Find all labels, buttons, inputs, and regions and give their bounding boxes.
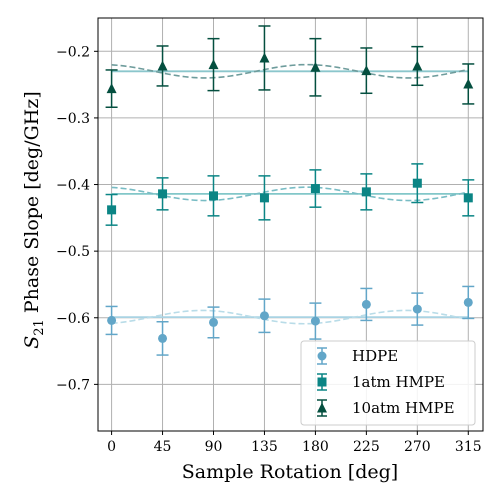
data-point	[310, 316, 320, 326]
data-point	[463, 297, 473, 307]
y-tick-label: −0.6	[56, 311, 90, 327]
series-fit-curve	[111, 63, 469, 79]
legend-entry-1: 1atm HMPE	[317, 373, 445, 391]
y-axis-label-text: Phase Slope [deg/GHz]	[21, 91, 43, 319]
x-tick-label: 270	[404, 439, 431, 455]
data-point	[259, 311, 269, 321]
data-point	[106, 83, 117, 94]
x-tick-label: 180	[302, 439, 329, 455]
data-point	[107, 315, 117, 325]
data-point	[463, 78, 474, 89]
x-axis-label: Sample Rotation [deg]	[182, 461, 398, 483]
series-0	[105, 285, 475, 356]
data-point	[412, 304, 422, 314]
data-point	[361, 299, 371, 309]
data-point	[158, 333, 168, 343]
data-point	[310, 184, 320, 194]
data-point	[361, 65, 372, 76]
data-point	[463, 193, 473, 203]
x-tick-label: 135	[251, 439, 278, 455]
y-axis-label-variable: S	[21, 336, 43, 349]
y-axis-label: S21 Phase Slope [deg/GHz]	[21, 91, 47, 349]
tick-layer: 0 45 90 135 180 225 270 315 −0.7 −0.6 −0.5 −0.4 −0.3…	[56, 44, 482, 455]
legend-marker	[317, 377, 327, 387]
y-tick-label: −0.4	[56, 178, 90, 194]
x-tick-label: 315	[455, 439, 482, 455]
legend-label: HDPE	[352, 347, 398, 365]
legend-marker	[317, 351, 327, 361]
y-tick-label: −0.5	[56, 244, 90, 260]
data-point	[107, 205, 117, 215]
series-fit-curve	[111, 309, 469, 325]
legend-entry-0: HDPE	[317, 347, 398, 365]
x-tick-label: 0	[107, 439, 116, 455]
y-axis-label-subscript: 21	[32, 319, 47, 336]
data-point	[361, 187, 371, 197]
legend: HDPE 1atm HMPE 10atm HMPE	[300, 340, 476, 426]
y-tick-label: −0.7	[56, 377, 90, 393]
data-point	[158, 189, 168, 199]
legend-marker	[317, 402, 327, 413]
y-tick-label: −0.2	[56, 44, 90, 60]
data-point	[208, 59, 219, 70]
legend-label: 1atm HMPE	[352, 373, 445, 391]
x-tick-label: 45	[154, 439, 172, 455]
data-point	[209, 191, 218, 201]
data-point	[157, 60, 168, 71]
y-tick-label: −0.3	[56, 111, 90, 127]
data-point	[209, 317, 218, 327]
legend-label: 10atm HMPE	[352, 399, 455, 417]
series-1	[105, 163, 475, 226]
legend-box	[300, 340, 476, 426]
data-point	[412, 178, 422, 188]
data-point	[310, 61, 321, 72]
plot-frame	[97, 17, 484, 432]
legend-entry-2: 10atm HMPE	[317, 399, 455, 417]
series-fit-curve	[111, 186, 469, 202]
x-tick-label: 90	[205, 439, 223, 455]
data-point	[259, 193, 269, 203]
x-tick-label: 225	[353, 439, 380, 455]
data-point	[412, 60, 423, 71]
data-layer	[105, 25, 475, 356]
data-point	[259, 52, 270, 63]
series-2	[105, 25, 475, 109]
